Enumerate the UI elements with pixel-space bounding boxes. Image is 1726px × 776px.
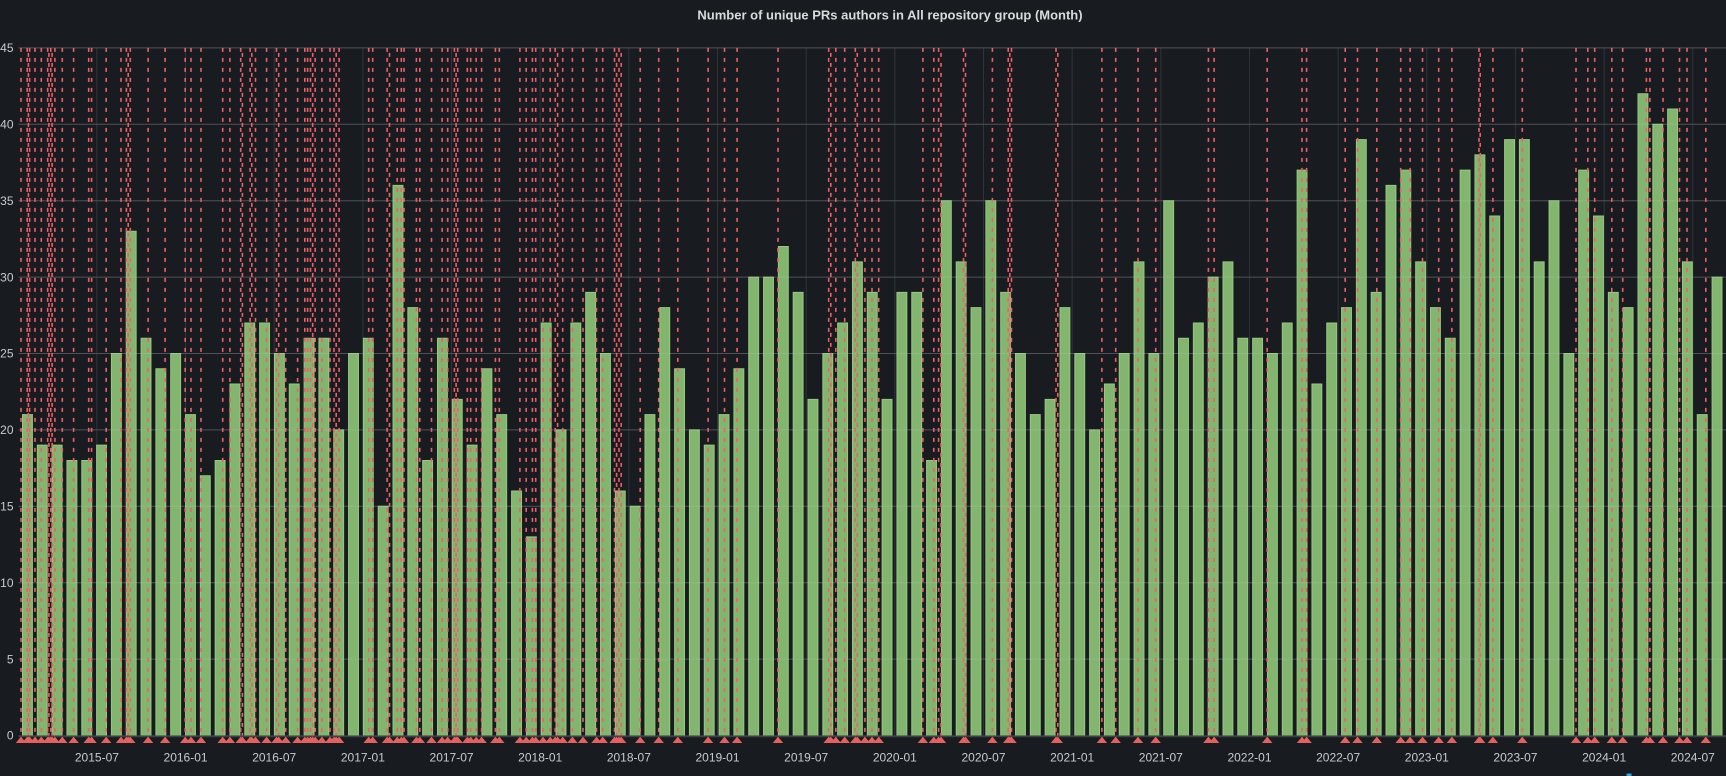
- svg-text:2016-07: 2016-07: [252, 751, 296, 765]
- svg-text:2015-07: 2015-07: [75, 751, 119, 765]
- svg-text:40: 40: [0, 118, 14, 132]
- svg-text:2016-01: 2016-01: [164, 751, 208, 765]
- svg-text:2018-07: 2018-07: [607, 751, 651, 765]
- svg-text:2019-07: 2019-07: [784, 751, 828, 765]
- svg-text:2017-01: 2017-01: [341, 751, 385, 765]
- svg-text:35: 35: [0, 194, 14, 208]
- svg-text:2024-07: 2024-07: [1671, 751, 1715, 765]
- svg-text:2022-07: 2022-07: [1316, 751, 1360, 765]
- svg-text:2020-01: 2020-01: [873, 751, 917, 765]
- svg-text:20: 20: [0, 423, 14, 437]
- svg-text:2020-07: 2020-07: [961, 751, 1005, 765]
- svg-text:0: 0: [7, 729, 14, 743]
- svg-text:2023-07: 2023-07: [1493, 751, 1537, 765]
- svg-text:Number of unique PRs authors i: Number of unique PRs authors in All repo…: [697, 8, 1082, 23]
- svg-text:2017-07: 2017-07: [430, 751, 474, 765]
- svg-text:2021-07: 2021-07: [1139, 751, 1183, 765]
- svg-text:2021-01: 2021-01: [1050, 751, 1094, 765]
- svg-text:15: 15: [0, 500, 14, 514]
- svg-text:5: 5: [7, 652, 14, 666]
- svg-text:10: 10: [0, 576, 14, 590]
- svg-text:30: 30: [0, 270, 14, 284]
- svg-text:45: 45: [0, 41, 14, 55]
- svg-text:2018-01: 2018-01: [518, 751, 562, 765]
- svg-text:2024-01: 2024-01: [1582, 751, 1626, 765]
- svg-text:2019-01: 2019-01: [695, 751, 739, 765]
- svg-text:25: 25: [0, 347, 14, 361]
- svg-text:2022-01: 2022-01: [1227, 751, 1271, 765]
- svg-text:2023-01: 2023-01: [1405, 751, 1449, 765]
